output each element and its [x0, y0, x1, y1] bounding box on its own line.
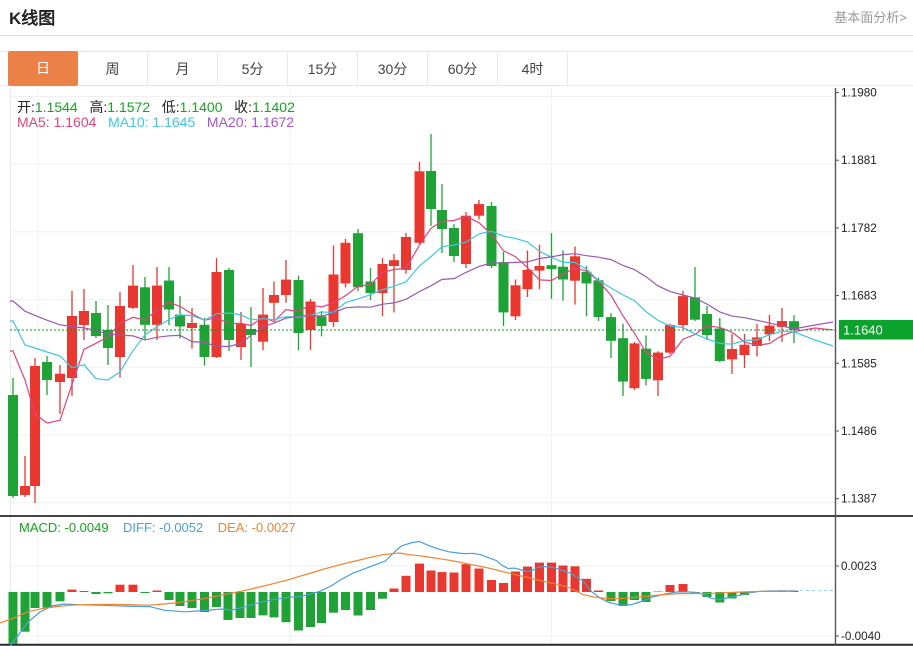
svg-text:1.1640: 1.1640 [843, 323, 883, 338]
svg-text:0.0023: 0.0023 [841, 560, 877, 573]
svg-text:1.1980: 1.1980 [841, 87, 877, 100]
svg-text:1.1881: 1.1881 [841, 154, 877, 167]
svg-text:1.1683: 1.1683 [841, 290, 877, 303]
svg-text:-0.0040: -0.0040 [841, 630, 881, 643]
svg-text:1.1387: 1.1387 [841, 493, 877, 506]
svg-text:1.1782: 1.1782 [841, 222, 877, 235]
svg-text:1.1585: 1.1585 [841, 357, 877, 370]
svg-text:1.1486: 1.1486 [841, 425, 877, 438]
